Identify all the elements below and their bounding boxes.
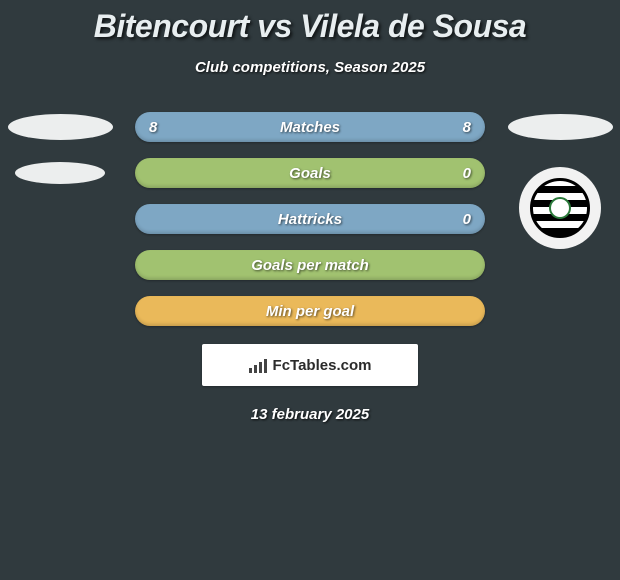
placeholder-icon bbox=[8, 114, 113, 140]
subtitle: Club competitions, Season 2025 bbox=[0, 59, 620, 76]
stat-value-left: 8 bbox=[149, 119, 157, 136]
chart-icon bbox=[249, 357, 267, 373]
stat-pill: Goals 0 bbox=[135, 158, 485, 188]
stat-pill: Min per goal bbox=[135, 296, 485, 326]
attribution-box: FcTables.com bbox=[202, 344, 418, 386]
stat-row-goals: Goals 0 bbox=[0, 150, 620, 196]
page-title: Bitencourt vs Vilela de Sousa bbox=[0, 8, 620, 45]
date-text: 13 february 2025 bbox=[0, 406, 620, 423]
stat-row-matches: 8 Matches 8 bbox=[0, 104, 620, 150]
stat-value-right: 0 bbox=[463, 165, 471, 182]
stats-rows: 8 Matches 8 Goals 0 bbox=[0, 104, 620, 334]
stat-label: Goals per match bbox=[251, 257, 369, 274]
stat-label: Hattricks bbox=[278, 211, 342, 228]
stat-row-min-per-goal: Min per goal bbox=[0, 288, 620, 334]
stat-pill: 8 Matches 8 bbox=[135, 112, 485, 142]
stat-value-right: 0 bbox=[463, 211, 471, 228]
stat-row-hattricks: Hattricks 0 bbox=[0, 196, 620, 242]
placeholder-icon bbox=[508, 114, 613, 140]
attribution-text: FcTables.com bbox=[273, 357, 372, 374]
placeholder-icon bbox=[15, 162, 105, 184]
stat-label: Min per goal bbox=[266, 303, 354, 320]
stat-label: Goals bbox=[289, 165, 331, 182]
player-badge-left bbox=[5, 114, 115, 140]
player-badge-right bbox=[505, 114, 615, 140]
stat-pill: Goals per match bbox=[135, 250, 485, 280]
player-badge-left bbox=[5, 162, 115, 184]
stat-value-right: 8 bbox=[463, 119, 471, 136]
stat-label: Matches bbox=[280, 119, 340, 136]
stat-row-goals-per-match: Goals per match bbox=[0, 242, 620, 288]
stat-pill: Hattricks 0 bbox=[135, 204, 485, 234]
